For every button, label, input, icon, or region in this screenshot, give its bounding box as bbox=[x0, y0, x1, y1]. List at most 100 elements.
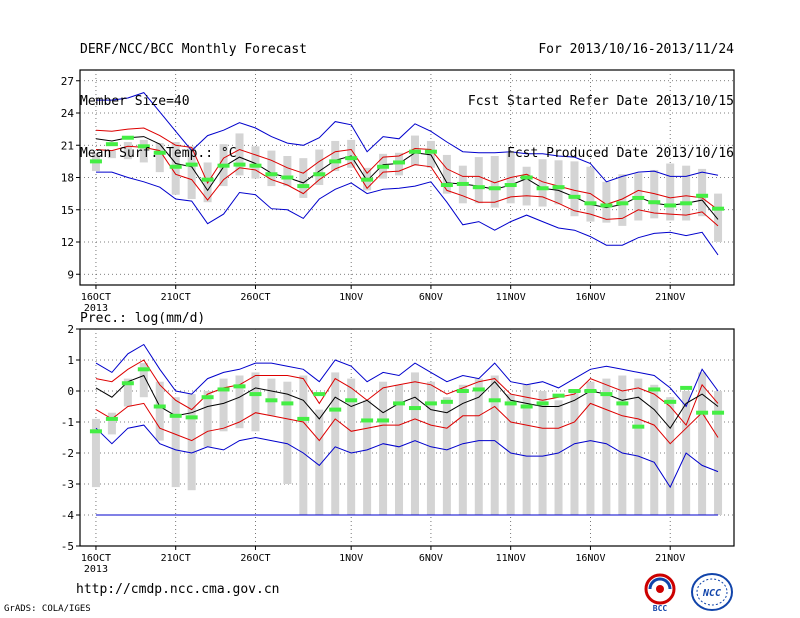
prec-median-mark bbox=[520, 404, 533, 409]
prec-median-mark bbox=[712, 410, 725, 415]
prec-spread-box bbox=[331, 372, 340, 515]
prec-x-tick-label: 11NOV bbox=[496, 553, 526, 564]
prec-y-tick-label: -4 bbox=[61, 509, 75, 522]
temp-spread-box bbox=[123, 142, 132, 160]
prec-x-tick-label: 6NOV bbox=[419, 553, 443, 564]
temp-median-mark bbox=[313, 172, 326, 177]
prec-y-tick-label: -3 bbox=[61, 478, 74, 491]
prec-median-mark bbox=[281, 401, 294, 406]
variable-label: Mean Surf. Temp.: °C bbox=[80, 146, 237, 161]
prec-series-lower bbox=[95, 402, 719, 445]
temp-median-mark bbox=[233, 162, 246, 167]
temp-spread-box bbox=[315, 149, 324, 186]
temp-median-mark bbox=[408, 149, 421, 154]
prec-median-mark bbox=[265, 398, 278, 403]
temp-median-mark bbox=[281, 175, 294, 180]
temp-median-mark bbox=[137, 144, 150, 149]
temp-median-mark bbox=[648, 200, 661, 205]
temp-spread-box bbox=[442, 154, 451, 194]
temp-median-mark bbox=[600, 203, 613, 208]
prec-spread-box bbox=[698, 372, 707, 515]
prec-spread-box bbox=[379, 381, 388, 515]
temp-spread-box bbox=[139, 139, 148, 163]
prec-x-tick-label: 21NOV bbox=[655, 553, 685, 564]
prec-spread-box bbox=[395, 384, 404, 515]
ncc-logo-text: NCC bbox=[702, 588, 721, 599]
prec-panel-title: Prec.: log(mm/d) bbox=[80, 311, 205, 326]
prec-median-mark bbox=[600, 392, 613, 397]
prec-median-mark bbox=[584, 389, 597, 393]
temp-spread-box bbox=[347, 139, 356, 168]
temp-spread-box bbox=[698, 168, 707, 217]
prec-median-mark bbox=[345, 398, 358, 403]
temp-x-tick-label: 1NOV bbox=[339, 292, 363, 303]
temp-spread-box bbox=[251, 146, 260, 179]
prec-median-mark bbox=[185, 415, 198, 420]
prec-spread-box bbox=[347, 378, 356, 515]
grads-credit: GrADS: COLA/IGES bbox=[4, 604, 91, 614]
temp-spread-box bbox=[554, 160, 563, 205]
source-url: http://cmdp.ncc.cma.gov.cn bbox=[76, 582, 280, 597]
prec-median-mark bbox=[504, 401, 517, 406]
prec-x-tick-label: 16OCT bbox=[81, 553, 111, 564]
prec-spread-box bbox=[235, 375, 244, 429]
temp-x-tick-label: 2013 bbox=[84, 303, 108, 314]
prec-spread-box bbox=[506, 394, 515, 515]
header-right: For 2013/10/16-2013/11/24 Fcst Started R… bbox=[468, 10, 734, 182]
prec-spread-box bbox=[426, 381, 435, 515]
prec-spread-box bbox=[458, 384, 467, 515]
temp-median-mark bbox=[249, 163, 262, 168]
forecast-period: For 2013/10/16-2013/11/24 bbox=[538, 42, 734, 57]
prec-median-mark bbox=[696, 410, 709, 415]
prec-median-mark bbox=[153, 404, 166, 409]
temp-spread-box bbox=[490, 156, 499, 208]
prec-spread-box bbox=[410, 372, 419, 515]
prec-median-mark bbox=[632, 424, 645, 429]
temp-median-mark bbox=[169, 164, 182, 169]
prec-spread-box bbox=[283, 381, 292, 484]
temp-x-tick-label: 16NOV bbox=[575, 292, 605, 303]
prec-spread-box bbox=[650, 384, 659, 515]
prec-spread-box bbox=[570, 391, 579, 515]
prec-series-upper bbox=[95, 359, 719, 427]
temp-median-mark bbox=[393, 160, 406, 165]
temp-spread-box bbox=[602, 181, 611, 223]
prec-y-tick-label: -2 bbox=[61, 447, 74, 460]
temp-median-mark bbox=[632, 195, 645, 200]
prec-spread-box bbox=[219, 378, 228, 432]
prec-spread-box bbox=[554, 400, 563, 515]
prec-median-mark bbox=[201, 395, 214, 400]
temp-median-mark bbox=[121, 135, 134, 140]
prec-x-tick-label: 26OCT bbox=[240, 553, 270, 564]
temp-median-mark bbox=[616, 201, 629, 206]
chart-title: DERF/NCC/BCC Monthly Forecast bbox=[80, 42, 307, 57]
prec-median-mark bbox=[361, 418, 374, 423]
temp-spread-box bbox=[267, 150, 276, 187]
temp-median-mark bbox=[265, 172, 278, 177]
prec-spread-box bbox=[490, 375, 499, 515]
prec-spread-box bbox=[442, 397, 451, 515]
produced-date: Fcst Produced Date 2013/10/16 bbox=[507, 146, 734, 161]
temp-series-max bbox=[96, 92, 719, 183]
temp-y-tick-label: 21 bbox=[61, 139, 74, 152]
temp-median-mark bbox=[520, 175, 533, 180]
temp-median-mark bbox=[440, 183, 453, 188]
temp-spread-box bbox=[570, 161, 579, 217]
prec-series-min bbox=[95, 424, 719, 489]
temp-spread-box bbox=[235, 133, 244, 176]
prec-spread-box bbox=[299, 375, 308, 515]
prec-y-tick-label: -1 bbox=[61, 416, 74, 429]
prec-spread-box bbox=[139, 363, 148, 398]
temp-median-mark bbox=[89, 159, 102, 164]
prec-x-tick-label: 16NOV bbox=[575, 553, 605, 564]
prec-median-mark bbox=[648, 387, 661, 392]
prec-spread-box bbox=[522, 384, 531, 515]
temp-median-mark bbox=[568, 194, 581, 199]
temp-series-upper bbox=[95, 127, 719, 211]
temp-x-tick-label: 21NOV bbox=[655, 292, 685, 303]
prec-spread-box bbox=[107, 412, 116, 435]
prec-spread-box bbox=[187, 394, 196, 491]
prec-median-mark bbox=[249, 392, 262, 397]
prec-median-mark bbox=[105, 416, 118, 421]
